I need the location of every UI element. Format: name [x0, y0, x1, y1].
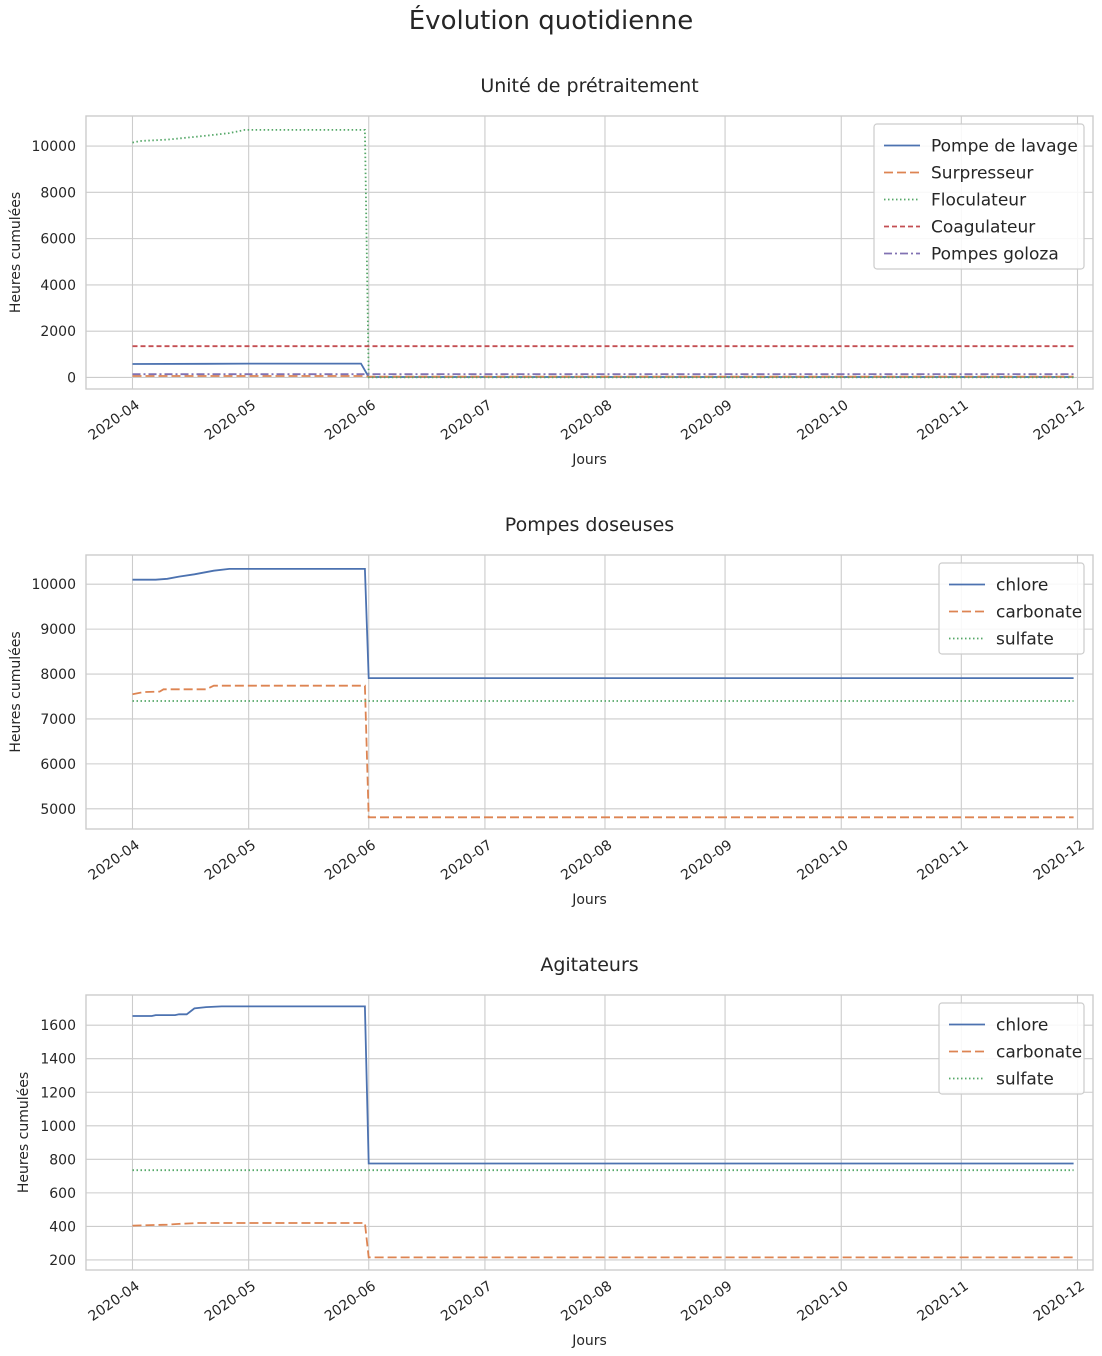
y-tick-label: 2000	[40, 324, 76, 340]
x-tick-label: 2020-07	[438, 397, 495, 444]
y-tick-label: 9000	[40, 622, 76, 638]
y-tick-label: 4000	[40, 278, 76, 294]
x-tick-label: 2020-10	[794, 1278, 851, 1325]
y-tick-label: 1000	[40, 1119, 76, 1135]
x-tick-label: 2020-09	[678, 1278, 735, 1325]
y-axis-label: Heures cumulées	[8, 631, 24, 752]
y-tick-label: 1200	[40, 1085, 76, 1101]
legend-label: chlore	[996, 1016, 1048, 1036]
chart-title: Pompes doseuses	[505, 514, 674, 536]
y-axis-label: Heures cumulées	[16, 1072, 32, 1193]
figure-suptitle: Évolution quotidienne	[408, 6, 694, 36]
x-tick-label: 2020-07	[438, 837, 495, 884]
x-tick-label: 2020-04	[86, 397, 143, 444]
chart-title: Unité de prétraitement	[480, 75, 698, 97]
x-tick-label: 2020-12	[1031, 397, 1088, 444]
series-line-0	[132, 568, 1074, 679]
legend-label: Pompes goloza	[931, 245, 1059, 265]
series-line-1	[132, 1222, 1074, 1259]
chart-panel-2: 200 400 600 800 1000 1200 1400 1600 2020-04 2020-…	[16, 954, 1094, 1349]
y-tick-label: 6000	[40, 232, 76, 248]
chart-panel-1: 5000 6000 7000 8000 9000 10000 2020-04 2020-05 2…	[8, 514, 1094, 908]
x-axis-label: Jours	[571, 892, 607, 908]
x-tick-label: 2020-12	[1031, 1278, 1088, 1325]
x-tick-label: 2020-11	[915, 837, 972, 884]
series-line-0	[132, 1005, 1074, 1165]
x-tick-label: 2020-09	[678, 397, 735, 444]
legend-label: chlore	[996, 576, 1048, 596]
legend: chlore carbonate sulfate	[938, 562, 1085, 655]
axes-frame	[85, 994, 1094, 1271]
legend-label: Floculateur	[931, 191, 1026, 211]
y-tick-label: 1400	[40, 1052, 76, 1068]
y-tick-label: 400	[49, 1219, 76, 1235]
x-tick-label: 2020-06	[322, 837, 379, 884]
chart-panel-0: 0 2000 4000 6000 8000 10000 2020-04 2020-05 2020…	[8, 75, 1094, 468]
y-tick-label: 10000	[31, 577, 76, 593]
x-tick-label: 2020-06	[322, 397, 379, 444]
y-axis-label: Heures cumulées	[8, 192, 24, 313]
y-tick-label: 0	[67, 370, 76, 386]
x-tick-label: 2020-04	[86, 1278, 143, 1325]
x-tick-label: 2020-05	[202, 837, 259, 884]
x-tick-label: 2020-11	[915, 397, 972, 444]
chart-title: Agitateurs	[540, 954, 638, 976]
y-tick-label: 800	[49, 1152, 76, 1168]
x-tick-label: 2020-04	[86, 837, 143, 884]
y-tick-label: 5000	[40, 802, 76, 818]
series-line-2	[132, 128, 1074, 379]
x-tick-label: 2020-08	[558, 837, 615, 884]
x-tick-label: 2020-10	[794, 397, 851, 444]
legend-label: carbonate	[996, 603, 1082, 623]
legend: Pompe de lavage Surpresseur Floculateur Coa…	[873, 123, 1085, 270]
legend-label: Surpresseur	[931, 164, 1033, 184]
legend-label: sulfate	[996, 1070, 1054, 1090]
x-tick-label: 2020-08	[558, 1278, 615, 1325]
y-tick-label: 600	[49, 1186, 76, 1202]
y-tick-label: 200	[49, 1253, 76, 1269]
y-tick-label: 8000	[40, 185, 76, 201]
axes-frame	[85, 115, 1094, 390]
x-tick-label: 2020-05	[202, 1278, 259, 1325]
legend-label: sulfate	[996, 630, 1054, 650]
x-tick-label: 2020-12	[1031, 837, 1088, 884]
y-tick-label: 7000	[40, 712, 76, 728]
axes-frame	[85, 554, 1094, 830]
y-tick-label: 6000	[40, 757, 76, 773]
y-tick-label: 10000	[31, 139, 76, 155]
x-tick-label: 2020-10	[794, 837, 851, 884]
x-tick-label: 2020-05	[202, 397, 259, 444]
y-tick-label: 8000	[40, 667, 76, 683]
legend-box	[938, 562, 1085, 655]
x-axis-label: Jours	[571, 452, 607, 468]
x-tick-label: 2020-08	[558, 397, 615, 444]
x-tick-label: 2020-09	[678, 837, 735, 884]
legend-label: Coagulateur	[931, 218, 1035, 238]
x-tick-label: 2020-11	[915, 1278, 972, 1325]
y-tick-label: 1600	[40, 1018, 76, 1034]
legend-box	[938, 1002, 1085, 1095]
legend-label: Pompe de lavage	[931, 137, 1078, 157]
legend: chlore carbonate sulfate	[938, 1002, 1085, 1095]
x-axis-label: Jours	[571, 1333, 607, 1349]
series-line-1	[132, 684, 1074, 819]
x-tick-label: 2020-07	[438, 1278, 495, 1325]
legend-label: carbonate	[996, 1043, 1082, 1063]
x-tick-label: 2020-06	[322, 1278, 379, 1325]
legend-box	[873, 123, 1085, 270]
